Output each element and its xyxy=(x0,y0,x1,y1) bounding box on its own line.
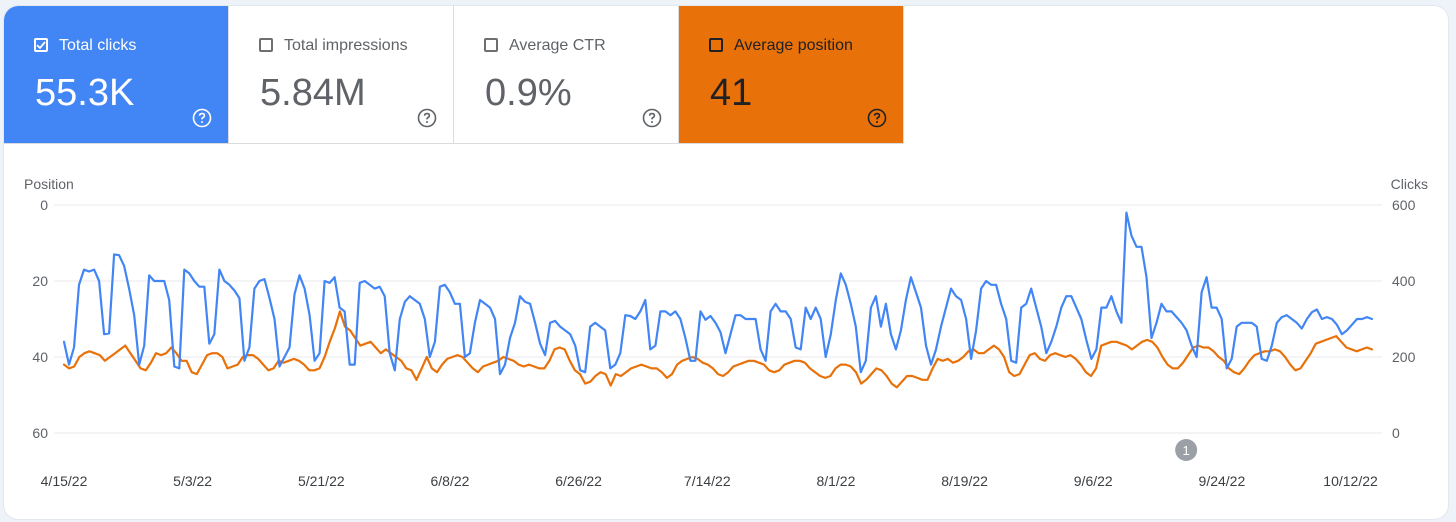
left-axis-tick: 60 xyxy=(32,425,48,441)
metric-cards: Total clicks 55.3K Total impressions 5.8… xyxy=(4,6,904,145)
metric-card-total-impressions[interactable]: Total impressions 5.84M xyxy=(229,6,454,144)
x-axis-tick: 4/15/22 xyxy=(41,473,88,489)
x-axis-tick: 8/19/22 xyxy=(941,473,988,489)
question-circle-icon[interactable] xyxy=(867,108,887,128)
x-axis-tick: 6/26/22 xyxy=(555,473,602,489)
metric-value: 55.3K xyxy=(35,72,135,114)
x-axis-tick: 5/21/22 xyxy=(298,473,345,489)
annotation-label: 1 xyxy=(1183,443,1190,458)
question-circle-icon[interactable] xyxy=(642,108,662,128)
checkbox-checked-icon[interactable] xyxy=(34,38,48,52)
metric-value: 41 xyxy=(710,72,753,114)
gridlines xyxy=(54,204,1382,434)
x-axis-tick: 9/24/22 xyxy=(1199,473,1246,489)
left-axis-title: Position xyxy=(24,176,74,192)
left-axis-tick: 40 xyxy=(32,349,48,365)
metric-label: Average position xyxy=(734,37,853,54)
x-axis-tick: 8/1/22 xyxy=(816,473,855,489)
performance-panel: Total clicks 55.3K Total impressions 5.8… xyxy=(4,6,1448,519)
right-axis-tick: 0 xyxy=(1392,425,1400,441)
right-axis-title: Clicks xyxy=(1391,176,1428,192)
metric-label: Total clicks xyxy=(59,37,137,54)
left-axis-tick: 20 xyxy=(32,273,48,289)
question-circle-icon[interactable] xyxy=(192,108,212,128)
checkbox-unchecked-icon[interactable] xyxy=(484,38,498,52)
series-lines xyxy=(62,211,1374,389)
x-axis-tick: 7/14/22 xyxy=(684,473,731,489)
question-circle-icon[interactable] xyxy=(417,108,437,128)
metric-card-average-ctr[interactable]: Average CTR 0.9% xyxy=(454,6,679,144)
metric-card-average-position[interactable]: Average position 41 xyxy=(679,6,904,144)
annotation-marker[interactable] xyxy=(1175,439,1198,461)
right-axis-tick: 200 xyxy=(1392,349,1416,365)
x-axis-tick: 5/3/22 xyxy=(173,473,212,489)
right-axis-tick: 400 xyxy=(1392,273,1416,289)
x-axis-tick: 9/6/22 xyxy=(1074,473,1113,489)
series-line-average-position[interactable] xyxy=(62,310,1374,389)
right-axis-tick: 600 xyxy=(1392,197,1416,213)
left-axis-tick: 0 xyxy=(40,197,48,213)
series-line-total-clicks[interactable] xyxy=(62,211,1374,376)
metric-card-total-clicks[interactable]: Total clicks 55.3K xyxy=(4,6,229,144)
checkbox-unchecked-icon[interactable] xyxy=(259,38,273,52)
x-axis-tick: 6/8/22 xyxy=(430,473,469,489)
x-axis-tick: 10/12/22 xyxy=(1323,473,1378,489)
metric-label: Average CTR xyxy=(509,37,606,54)
annotations: 1 xyxy=(1175,439,1198,461)
metric-value: 0.9% xyxy=(485,72,572,114)
metric-label: Total impressions xyxy=(284,37,408,54)
metric-value: 5.84M xyxy=(260,72,366,114)
checkbox-checked-icon[interactable] xyxy=(709,38,723,52)
